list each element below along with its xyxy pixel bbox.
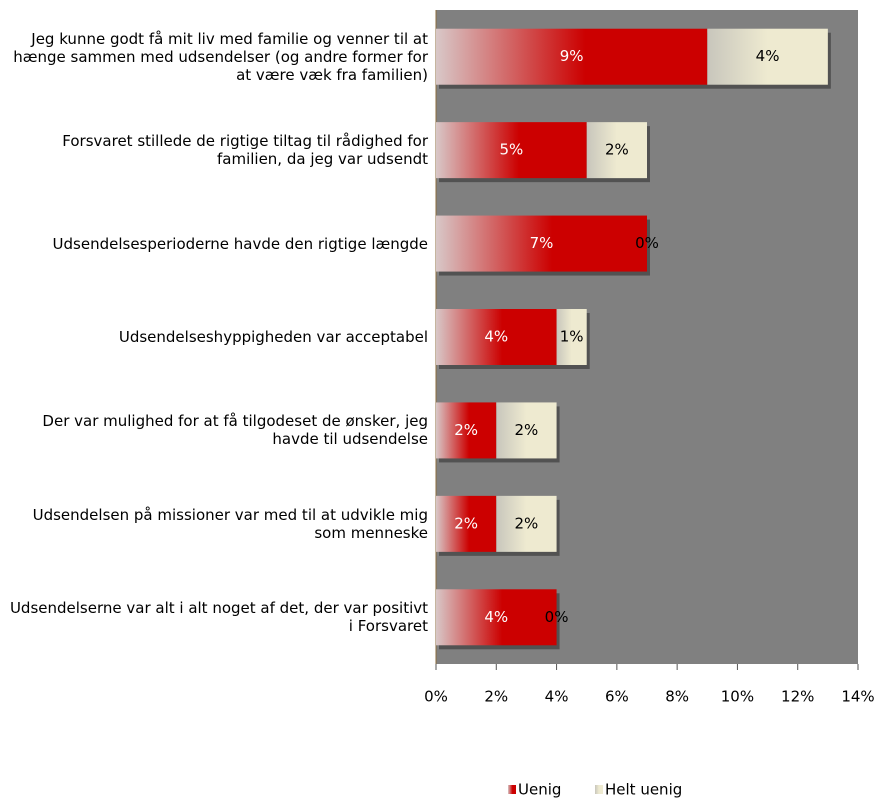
data-label: 4% — [756, 47, 780, 65]
data-label: 0% — [545, 608, 569, 626]
legend-swatch — [508, 785, 516, 794]
data-label: 4% — [484, 328, 508, 346]
bar-segment — [436, 589, 557, 646]
category-label: Der var mulighed for at få tilgodeset de… — [42, 412, 428, 449]
data-label: 7% — [530, 234, 554, 252]
bar-segment — [586, 122, 647, 179]
category-label: Udsendelserne var alt i alt noget af det… — [9, 599, 428, 636]
x-tick-label: 0% — [424, 688, 448, 706]
legend-label: Helt uenig — [605, 781, 682, 799]
data-label: 2% — [605, 141, 629, 159]
data-label: 1% — [560, 328, 584, 346]
category-label: Udsendelseshyppigheden var acceptabel — [118, 328, 428, 346]
bar-segment — [556, 309, 587, 365]
legend-label: Uenig — [518, 781, 561, 799]
x-tick-label: 8% — [665, 688, 689, 706]
data-label: 9% — [560, 47, 584, 65]
legend-swatch — [595, 785, 603, 794]
data-label: 5% — [499, 141, 523, 159]
bar-segment — [436, 309, 557, 365]
data-label: 2% — [454, 421, 478, 439]
data-label: 2% — [515, 421, 539, 439]
x-tick-label: 4% — [545, 688, 569, 706]
data-label: 0% — [635, 234, 659, 252]
data-label: 4% — [484, 608, 508, 626]
bar-segment — [436, 402, 497, 459]
data-label: 2% — [515, 514, 539, 532]
bar-segment — [436, 122, 587, 179]
category-label: Forsvaret stillede de rigtige tiltag til… — [62, 132, 428, 169]
category-label: Udsendelsen på missioner var med til at … — [32, 505, 428, 542]
x-tick-label: 10% — [721, 688, 754, 706]
category-label: Jeg kunne godt få mit liv med familie og… — [13, 29, 428, 84]
bar-segment — [436, 495, 497, 552]
bar-segment — [496, 402, 557, 459]
bar-segment — [496, 495, 557, 552]
bar-segment — [707, 28, 828, 85]
bar-segment — [436, 215, 647, 272]
bar-segment — [436, 28, 708, 85]
category-label: Udsendelsesperioderne havde den rigtige … — [52, 234, 428, 253]
data-label: 2% — [454, 514, 478, 532]
x-tick-label: 2% — [484, 688, 508, 706]
x-tick-label: 14% — [841, 688, 874, 706]
x-tick-label: 12% — [781, 688, 814, 706]
x-tick-label: 6% — [605, 688, 629, 706]
